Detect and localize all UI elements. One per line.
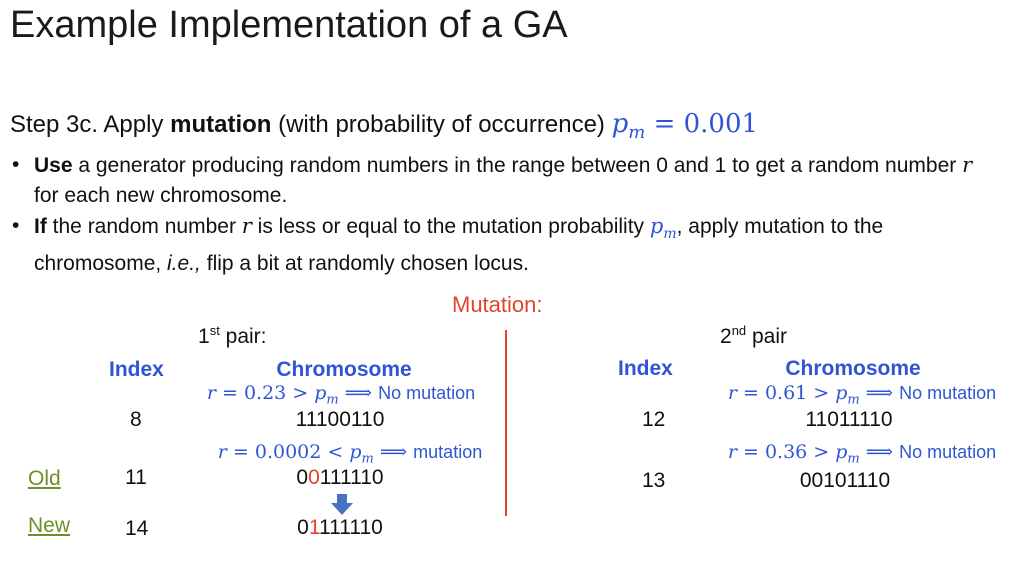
- pm-sub: m: [663, 226, 677, 243]
- pm-sub: m: [628, 122, 646, 144]
- pair2-row1-chromosome: 11011110: [805, 408, 893, 431]
- cond-result: No mutation: [899, 442, 997, 462]
- var-r: r: [241, 214, 252, 238]
- pair2-row2-index: 13: [642, 469, 666, 492]
- step-suffix: (with probability of occurrence): [271, 111, 612, 138]
- pair1-rest: pair:: [219, 325, 267, 348]
- cond-r: r: [727, 382, 737, 404]
- pair2-label: 2nd pair: [720, 323, 787, 349]
- cond-arrow: ⟹: [373, 441, 414, 463]
- bit: 0: [297, 516, 309, 539]
- pair2-sup: nd: [731, 323, 747, 338]
- pair1-old-chromosome: 00111110: [296, 466, 383, 490]
- cond-p: p: [349, 441, 362, 463]
- cond-result: No mutation: [378, 383, 476, 403]
- pair2-num: 2: [720, 325, 732, 348]
- bullet-dot: •: [12, 153, 20, 176]
- step-heading: Step 3c. Apply mutation (with probabilit…: [10, 108, 758, 143]
- cond-eq: = 0.0002 <: [226, 441, 350, 463]
- cond-sub: m: [847, 392, 860, 408]
- pair-divider: [505, 330, 507, 516]
- bullet-item: • If the random number r is less or equal…: [12, 211, 1002, 279]
- cond-sub: m: [847, 451, 860, 467]
- cond-arrow: ⟹: [859, 441, 900, 463]
- cond-p: p: [835, 382, 848, 404]
- pair1-row1-chromosome: 11100110: [295, 408, 385, 431]
- bullet-list: • Use a generator producing random number…: [12, 150, 1002, 279]
- cond-result: No mutation: [899, 383, 997, 403]
- cond-p: p: [314, 382, 327, 404]
- cond-r: r: [206, 382, 216, 404]
- step-bold: mutation: [170, 111, 272, 138]
- pm-var: p: [611, 109, 629, 139]
- pm-eq: = 0.001: [645, 109, 759, 139]
- bullet-text: , apply mutation to the chromosome,: [34, 215, 884, 276]
- bullet-text: the random number: [46, 215, 242, 238]
- cond-arrow: ⟹: [859, 382, 900, 404]
- new-label: New: [28, 514, 71, 537]
- cond-r: r: [217, 441, 227, 463]
- pair2-index-header: Index: [618, 357, 673, 380]
- step-prefix: Step 3c. Apply: [10, 111, 171, 138]
- bullet-bold: If: [34, 215, 47, 238]
- pair1-chromosome-header: Chromosome: [276, 358, 412, 381]
- bullet-text: is less or equal to the mutation probabi…: [251, 215, 650, 238]
- bullet-text: for each new chromosome.: [34, 184, 288, 207]
- pair2-rest: pair: [746, 325, 788, 348]
- cond-sub: m: [361, 451, 374, 467]
- pair2-condition-2: r = 0.36 > pm ⟹ No mutation: [728, 441, 996, 467]
- pair1-row3-index: 14: [125, 517, 149, 540]
- mutated-bit: 0: [308, 466, 320, 489]
- pm-var: p: [649, 214, 664, 238]
- cond-p: p: [835, 441, 848, 463]
- var-r: r: [962, 153, 973, 177]
- pair1-new-chromosome: 01111110: [297, 516, 383, 540]
- bit: 111110: [318, 516, 383, 539]
- bit: 111110: [319, 466, 384, 489]
- mutation-title: Mutation:: [452, 292, 543, 317]
- pair2-chromosome-header: Chromosome: [785, 357, 921, 380]
- pair2-condition-1: r = 0.61 > pm ⟹ No mutation: [728, 382, 996, 408]
- pm-inline: pm: [649, 214, 677, 242]
- bullet-text: flip a bit at randomly chosen locus.: [200, 252, 529, 276]
- cond-sub: m: [326, 392, 339, 408]
- cond-r: r: [727, 441, 737, 463]
- pair1-index-header: Index: [109, 358, 164, 381]
- cond-eq: = 0.36 >: [736, 441, 836, 463]
- pair1-condition-1: r = 0.23 > pm ⟹ No mutation: [207, 382, 475, 408]
- bullet-item: • Use a generator producing random number…: [12, 150, 1002, 211]
- cond-eq: = 0.61 >: [736, 382, 836, 404]
- bullet-italic: i.e.,: [167, 252, 201, 276]
- bit: 0: [296, 466, 309, 489]
- pair2-row2-chromosome: 00101110: [799, 469, 891, 492]
- old-label: Old: [28, 467, 61, 490]
- mutated-bit: 1: [308, 516, 319, 539]
- pair1-row2-index: 11: [125, 466, 147, 489]
- cond-result: mutation: [413, 442, 483, 462]
- cond-eq: = 0.23 >: [215, 382, 315, 404]
- page-title: Example Implementation of a GA: [10, 4, 568, 46]
- pair1-num: 1: [198, 325, 210, 348]
- pair1-label: 1st pair:: [198, 323, 267, 349]
- bullet-text: a generator producing random numbers in …: [72, 154, 963, 177]
- pm-expression: pm = 0.001: [611, 108, 759, 143]
- bullet-dot: •: [12, 214, 20, 237]
- pair2-row1-index: 12: [642, 408, 666, 431]
- pair1-row1-index: 8: [130, 408, 142, 431]
- cond-arrow: ⟹: [338, 382, 379, 404]
- down-arrow-icon: [331, 494, 353, 515]
- pair1-sup: st: [209, 323, 220, 338]
- pair1-condition-2: r = 0.0002 < pm ⟹ mutation: [218, 441, 482, 467]
- bullet-bold: Use: [34, 154, 73, 177]
